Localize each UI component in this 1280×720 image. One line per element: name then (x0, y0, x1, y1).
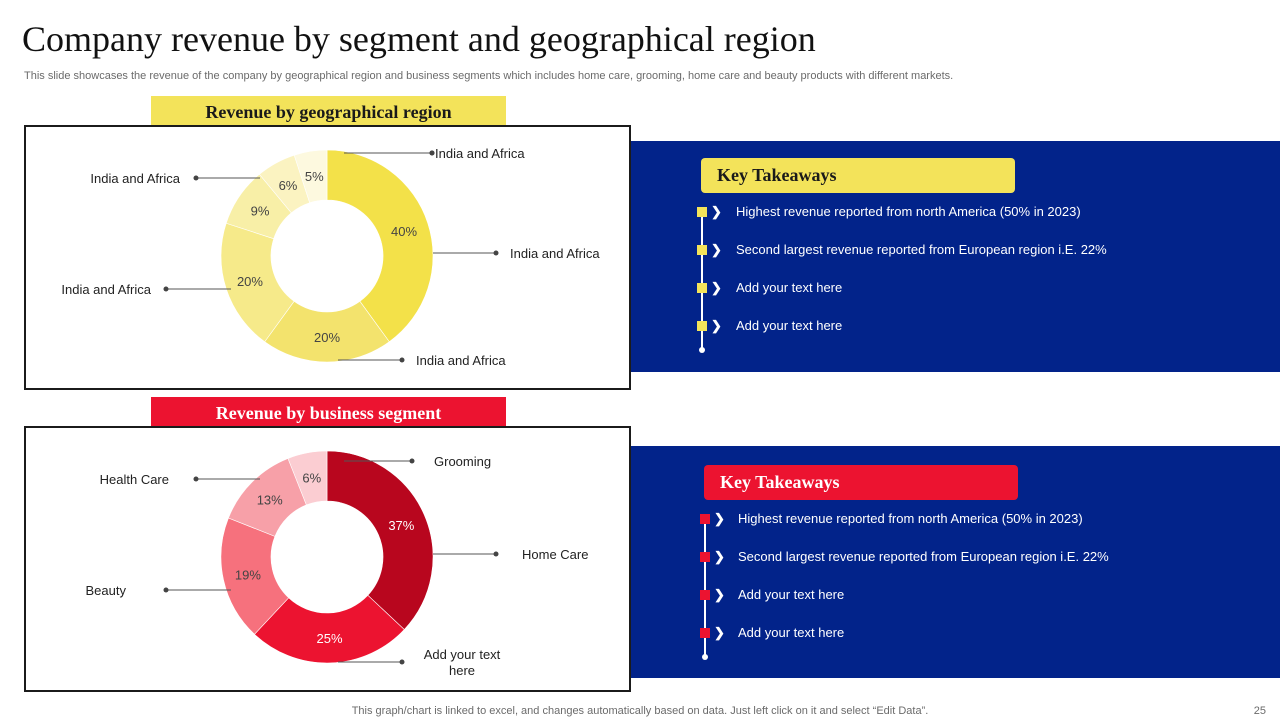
geo-bullet-marker (697, 283, 707, 293)
slice-value-label: 9% (251, 203, 270, 218)
chevron-right-icon: ❯ (714, 511, 725, 526)
geo-takeaways-panel: Key Takeaways ❯ Highest revenue reported… (631, 141, 1280, 372)
donut-slice-1[interactable] (326, 450, 434, 630)
chevron-right-icon: ❯ (711, 204, 722, 219)
slice-category-label: Health Care (100, 472, 169, 487)
geo-chart-box[interactable]: 40% India and Africa 20% India and Africa 20… (24, 125, 631, 390)
page-title: Company revenue by segment and geographi… (22, 19, 816, 59)
segment-chart-box[interactable]: 37% Home Care 25% Add your text here 19% Beaut… (24, 426, 631, 692)
slice-value-label: 19% (235, 568, 261, 583)
slice-category-label: Grooming (434, 454, 491, 469)
leader-dot (429, 150, 435, 156)
segment-bullet-marker (700, 514, 710, 524)
geo-takeaways-title: Key Takeaways (701, 158, 1015, 193)
geo-takeaway-1: Highest revenue reported from north Amer… (736, 204, 1081, 219)
geo-chart-header: Revenue by geographical region (151, 96, 506, 128)
geo-takeaway-3: Add your text here (736, 280, 843, 295)
slice-category-label: India and Africa (510, 246, 600, 261)
page-subtitle: This slide showcases the revenue of the … (24, 70, 954, 82)
leader-dot (399, 659, 405, 665)
geo-timeline-line (701, 212, 703, 350)
leader-dot (493, 551, 499, 557)
segment-takeaway-1: Highest revenue reported from north Amer… (738, 511, 1083, 526)
segment-takeaways-panel: Key Takeaways ❯ Highest revenue reported… (631, 446, 1280, 678)
segment-timeline-end-dot (702, 654, 708, 660)
footer-note: This graph/chart is linked to excel, and… (351, 705, 929, 717)
chevron-right-icon: ❯ (714, 587, 725, 602)
leader-dot (163, 587, 169, 593)
segment-timeline-line (704, 519, 706, 656)
slice-value-label: 6% (279, 178, 298, 193)
segment-chart-header: Revenue by business segment (151, 397, 506, 429)
slice-value-label: 20% (237, 274, 263, 289)
page-number: 25 (1253, 705, 1266, 717)
leader-dot (493, 250, 499, 256)
segment-takeaway-3: Add your text here (738, 587, 845, 602)
slice-category-label: Home Care (522, 547, 588, 562)
slice-value-label: 5% (305, 169, 324, 184)
slice-value-label: 40% (391, 224, 417, 239)
geo-donut-chart[interactable]: 40% India and Africa 20% India and Africa 20… (26, 127, 629, 388)
chevron-right-icon: ❯ (714, 625, 725, 640)
segment-takeaway-2: Second largest revenue reported from Eur… (738, 549, 1109, 564)
geo-timeline-end-dot (699, 347, 705, 353)
slice-category-label: Add your text (424, 647, 501, 662)
slice-value-label: 20% (314, 330, 340, 345)
chevron-right-icon: ❯ (711, 280, 722, 295)
segment-bullet-marker (700, 552, 710, 562)
donut-slice-5[interactable] (287, 450, 328, 506)
slice-category-label: India and Africa (416, 353, 506, 368)
geo-takeaway-4: Add your text here (736, 318, 843, 333)
leader-dot (399, 357, 405, 363)
segment-takeaways-title: Key Takeaways (704, 465, 1018, 500)
geo-bullet-marker (697, 321, 707, 331)
slice-category-label: India and Africa (90, 171, 180, 186)
segment-takeaway-4: Add your text here (738, 625, 845, 640)
segment-bullet-marker (700, 628, 710, 638)
donut-slice-2[interactable] (254, 594, 405, 664)
leader-dot (163, 286, 169, 292)
chevron-right-icon: ❯ (711, 242, 722, 257)
geo-bullet-marker (697, 207, 707, 217)
segment-bullet-marker (700, 590, 710, 600)
chevron-right-icon: ❯ (714, 549, 725, 564)
slice-value-label: 25% (317, 631, 343, 646)
geo-takeaway-2: Second largest revenue reported from Eur… (736, 242, 1107, 257)
slice-category-label: Beauty (86, 583, 127, 598)
leader-dot (193, 476, 199, 482)
slice-category-label: here (449, 663, 475, 678)
slice-category-label: India and Africa (435, 146, 525, 161)
leader-dot (409, 458, 415, 464)
slice-value-label: 37% (388, 518, 414, 533)
slice-value-label: 13% (257, 493, 283, 508)
geo-bullet-marker (697, 245, 707, 255)
slice-category-label: India and Africa (61, 282, 151, 297)
donut-slice-1[interactable] (326, 149, 434, 343)
leader-dot (193, 175, 199, 181)
chevron-right-icon: ❯ (711, 318, 722, 333)
slice-value-label: 6% (302, 470, 321, 485)
donut-slice-6[interactable] (293, 149, 328, 204)
